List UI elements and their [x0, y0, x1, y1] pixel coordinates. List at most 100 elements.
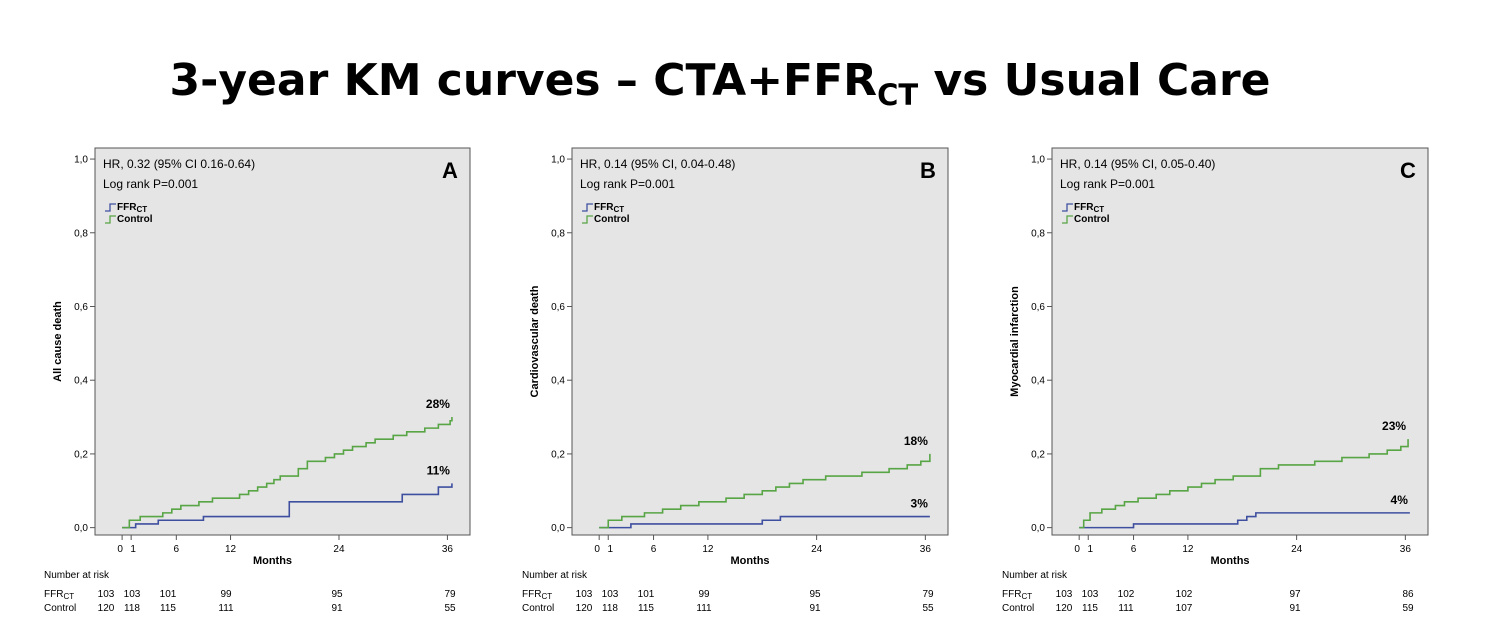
- y-axis-label: All cause death: [52, 301, 64, 382]
- risk-table-cell: 103: [576, 589, 593, 600]
- risk-table-cell: 120: [1056, 603, 1073, 614]
- risk-table-cell: 120: [576, 603, 593, 614]
- end-value-label: 28%: [426, 397, 450, 411]
- risk-table-cell: 103: [124, 589, 141, 600]
- risk-table-cell: 95: [809, 589, 821, 600]
- risk-table: Number at risk FFRCT 103 103 101 99 95 79 Contro…: [44, 570, 456, 614]
- end-value-label: 18%: [904, 434, 928, 448]
- legend-swatch: [1062, 203, 1073, 212]
- y-tick-label: 0,6: [74, 302, 88, 313]
- risk-table-cell: 102: [1118, 589, 1135, 600]
- risk-table-cell: 86: [1402, 589, 1414, 600]
- logrank-annotation: Log rank P=0.001: [580, 177, 675, 191]
- km-curve: [122, 483, 453, 529]
- risk-table-cell: 115: [1082, 603, 1098, 614]
- risk-row-label-sub: CT: [63, 592, 74, 601]
- risk-table-cell: 102: [1176, 589, 1193, 600]
- x-tick-label: 12: [225, 544, 237, 555]
- y-tick-label: 0,4: [1031, 376, 1045, 387]
- chart-panel-b: 0,0 0,2 0,4 0,6 0,8 1,0 0 1 6 12 24 36 Months Cardiov…: [522, 147, 949, 614]
- risk-table-cell: 111: [696, 603, 712, 614]
- end-value-label: 3%: [911, 497, 929, 511]
- y-axis-label: Cardiovascular death: [529, 285, 541, 397]
- page-title: 3-year KM curves – CTA+FFRCT vs Usual Ca…: [169, 55, 1271, 113]
- y-tick-label: 1,0: [551, 155, 565, 166]
- x-tick-label: 0: [1074, 544, 1080, 555]
- risk-row-label: Control: [522, 603, 554, 614]
- risk-table-header: Number at risk: [522, 570, 588, 581]
- risk-table-cell: 91: [1289, 603, 1301, 614]
- risk-table-cell: 101: [160, 589, 177, 600]
- x-tick-label: 0: [117, 544, 123, 555]
- plot-area: [571, 147, 949, 536]
- risk-table-cell: 111: [218, 603, 234, 614]
- risk-table-cell: 107: [1176, 603, 1193, 614]
- x-tick-label: 12: [702, 544, 714, 555]
- x-tick-label: 1: [130, 544, 136, 555]
- y-tick-label: 0,6: [551, 302, 565, 313]
- risk-table-cell: 118: [124, 603, 140, 614]
- y-tick-label: 0,4: [74, 376, 88, 387]
- y-tick-label: 0,8: [74, 228, 88, 239]
- x-tick-label: 36: [442, 544, 454, 555]
- legend-label: FFRCT: [1074, 202, 1104, 214]
- x-tick-label: 12: [1182, 544, 1194, 555]
- legend-swatch: [582, 203, 593, 212]
- km-curve: [122, 417, 453, 529]
- risk-table-cell: 91: [809, 603, 821, 614]
- risk-table-cell: 97: [1289, 589, 1301, 600]
- plot-area: [1051, 147, 1429, 536]
- legend-swatch: [105, 215, 116, 224]
- end-value-label: 11%: [427, 463, 451, 477]
- x-axis-label: Months: [1210, 555, 1249, 567]
- km-curve: [1079, 512, 1410, 529]
- risk-table-cell: 79: [444, 589, 456, 600]
- x-tick-label: 36: [920, 544, 932, 555]
- plot-area: [94, 147, 471, 536]
- hr-annotation: HR, 0.32 (95% CI 0.16-0.64): [103, 157, 255, 171]
- end-value-label: 4%: [1391, 493, 1409, 507]
- risk-table-cell: 103: [1056, 589, 1073, 600]
- x-tick-label: 6: [1131, 544, 1137, 555]
- end-value-label: 23%: [1382, 419, 1406, 433]
- y-tick-label: 0,0: [74, 523, 88, 534]
- legend-label-sub: CT: [1093, 205, 1104, 214]
- risk-table: Number at risk FFRCT 103 103 102 102 97 86 Contr…: [1002, 570, 1414, 614]
- km-curve: [1079, 439, 1409, 529]
- x-tick-label: 0: [594, 544, 600, 555]
- legend-label: Control: [1074, 214, 1110, 225]
- risk-table-cell: 59: [1402, 603, 1414, 614]
- risk-row-label-sub: CT: [541, 592, 552, 601]
- legend-label-sub: CT: [613, 205, 624, 214]
- legend-swatch: [1062, 215, 1073, 224]
- risk-table-cell: 55: [444, 603, 456, 614]
- risk-table-cell: 79: [922, 589, 934, 600]
- y-tick-label: 0,2: [74, 449, 88, 460]
- chart-panel-a: 0,0 0,2 0,4 0,6 0,8 1,0 0 1 6 12 24 36 Months All cau…: [44, 147, 471, 614]
- x-tick-label: 24: [811, 544, 823, 555]
- hr-annotation: HR, 0.14 (95% CI, 0.04-0.48): [580, 157, 735, 171]
- legend-label: Control: [117, 214, 153, 225]
- risk-table-cell: 95: [331, 589, 343, 600]
- risk-row-label-sub: CT: [1021, 592, 1032, 601]
- risk-table-cell: 101: [638, 589, 655, 600]
- risk-table-cell: 55: [922, 603, 934, 614]
- risk-row-label: Control: [1002, 603, 1034, 614]
- y-axis-label: Myocardial infarction: [1009, 286, 1021, 397]
- y-tick-label: 0,2: [551, 449, 565, 460]
- y-tick-label: 0,6: [1031, 302, 1045, 313]
- risk-row-label: FFRCT: [1002, 589, 1032, 601]
- x-tick-label: 24: [333, 544, 345, 555]
- panel-letter: C: [1400, 158, 1416, 183]
- risk-row-label: Control: [44, 603, 76, 614]
- panel-letter: B: [920, 158, 936, 183]
- risk-table-cell: 115: [160, 603, 176, 614]
- y-tick-label: 0,8: [551, 228, 565, 239]
- risk-table-cell: 103: [1082, 589, 1099, 600]
- risk-table-cell: 99: [220, 589, 232, 600]
- y-tick-label: 0,0: [551, 523, 565, 534]
- hr-annotation: HR, 0.14 (95% CI, 0.05-0.40): [1060, 157, 1215, 171]
- risk-table-header: Number at risk: [44, 570, 110, 581]
- risk-table-cell: 103: [602, 589, 619, 600]
